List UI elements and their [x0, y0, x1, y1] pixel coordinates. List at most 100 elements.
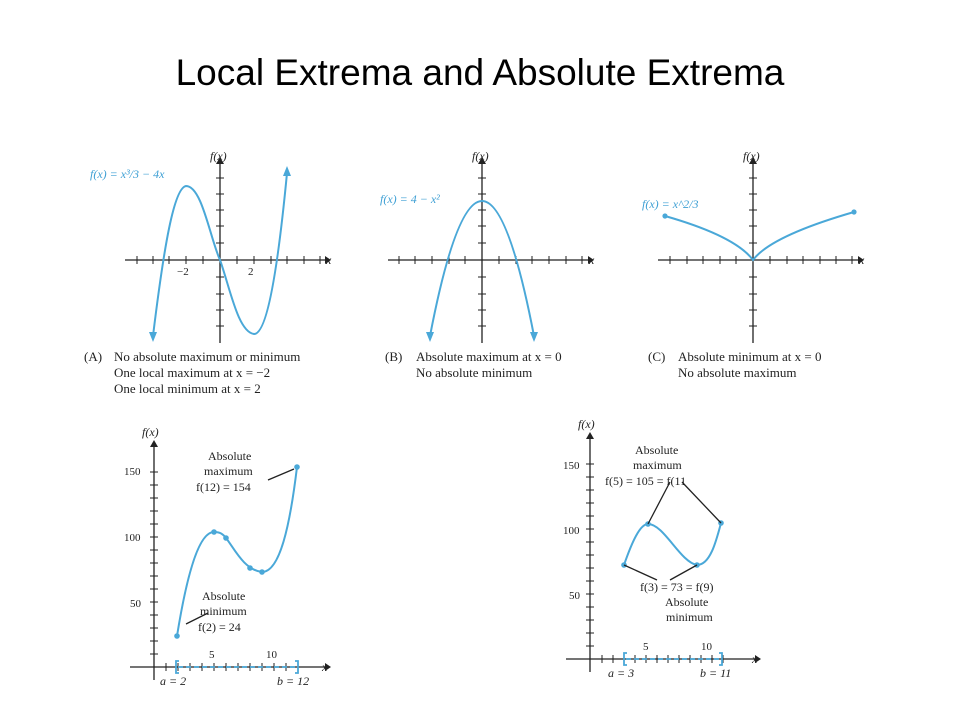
arrow-up-right	[283, 166, 291, 176]
caption-letter: (B)	[385, 349, 402, 364]
x-axis-label: x	[751, 652, 758, 666]
y-axis-label: f(x)	[210, 149, 227, 163]
y-ticks	[478, 177, 486, 327]
y-axis-label: f(x)	[472, 149, 489, 163]
caption-line-1: Absolute maximum at x = 0	[416, 349, 562, 364]
y-ticks	[216, 177, 224, 327]
function-label: f(x) = x³/3 − 4x	[90, 167, 165, 181]
x-axis-label: x	[321, 660, 328, 674]
caption-line-2: One local maximum at x = −2	[114, 365, 270, 380]
interval-bracket-left	[623, 652, 627, 666]
x-axis-arrow	[588, 256, 594, 264]
interval-bracket-right	[295, 660, 299, 674]
min-leader-right	[669, 564, 698, 581]
y-axis-arrow	[150, 440, 158, 447]
y-axis-label: f(x)	[578, 417, 595, 431]
max-label-2: maximum	[633, 458, 682, 472]
caption-letter: (A)	[84, 349, 102, 364]
caption-line-2: No absolute minimum	[416, 365, 532, 380]
x-axis-label: x	[588, 253, 595, 267]
endpoint-b: b = 12	[277, 674, 309, 688]
max-label-3: f(12) = 154	[196, 480, 251, 494]
x-axis-arrow	[325, 256, 331, 264]
y-ticks	[150, 471, 158, 655]
parabola-curve	[429, 200, 535, 337]
point-dot	[223, 535, 229, 541]
y-axis-arrow	[478, 157, 486, 164]
max-label-2: maximum	[204, 464, 253, 478]
y-tick-100: 100	[124, 532, 141, 544]
max-dot	[294, 464, 300, 470]
x-ticks	[669, 256, 853, 264]
arrow-down-right	[530, 332, 538, 342]
function-label: f(x) = x^2/3	[642, 197, 698, 211]
caption-letter: (C)	[648, 349, 665, 364]
interval-bracket-right	[719, 652, 723, 666]
x-axis-label: x	[325, 253, 332, 267]
max-label-1: Absolute	[635, 443, 678, 457]
slide-title: Local Extrema and Absolute Extrema	[175, 52, 785, 93]
y-ticks	[749, 177, 757, 327]
local-min-dot-1	[247, 565, 253, 571]
endpoint-a: a = 2	[160, 674, 186, 688]
max-label-1: Absolute	[208, 449, 251, 463]
min-label-2: Absolute	[665, 595, 708, 609]
x-axis-arrow	[325, 663, 331, 671]
min-label-2: minimum	[200, 604, 247, 618]
graph-d-interval: 150 100 50 5 10 f(x) x a = 2 b = 12 Abso…	[124, 425, 331, 688]
y-axis-label: f(x)	[743, 149, 760, 163]
arrow-down-left	[426, 332, 434, 342]
function-label: f(x) = 4 − x²	[380, 192, 440, 206]
right-endpoint-dot	[851, 209, 857, 215]
max-leader	[267, 468, 295, 481]
endpoint-a-dot	[621, 562, 627, 568]
max-leader-right	[681, 481, 722, 524]
graph-b-parabola: f(x) x f(x) = 4 − x² (B) Absolute maximu…	[380, 149, 595, 380]
local-min-dot-2	[259, 569, 265, 575]
max-leader-left	[647, 481, 671, 525]
local-max-dot	[211, 529, 217, 535]
min-leader	[185, 612, 209, 625]
tick-label-2: 2	[248, 266, 254, 278]
y-tick-50: 50	[569, 590, 581, 602]
min-label-1: f(3) = 73 = f(9)	[640, 580, 714, 594]
min-label-3: f(2) = 24	[198, 620, 241, 634]
left-endpoint-dot	[662, 213, 668, 219]
y-ticks	[586, 463, 594, 647]
x-ticks	[136, 256, 321, 264]
caption-line-3: One local minimum at x = 2	[114, 381, 261, 396]
x-axis-arrow	[858, 256, 864, 264]
min-dot	[174, 633, 180, 639]
arrow-down-left	[149, 332, 157, 342]
x-tick-10: 10	[266, 649, 278, 661]
x-tick-5: 5	[209, 649, 215, 661]
caption-line-1: Absolute minimum at x = 0	[678, 349, 821, 364]
max-label-3: f(5) = 105 = f(11	[605, 474, 686, 488]
y-tick-150: 150	[563, 460, 580, 472]
min-leader-left	[623, 564, 658, 581]
x-axis-arrow	[755, 655, 761, 663]
endpoint-b: b = 11	[700, 666, 731, 680]
x-tick-10: 10	[701, 641, 713, 653]
y-axis-arrow	[749, 157, 757, 164]
cubic-curve	[152, 172, 288, 337]
y-axis-arrow	[216, 157, 224, 164]
cusp-curve	[664, 211, 855, 262]
caption-line-2: No absolute maximum	[678, 365, 796, 380]
x-tick-5: 5	[643, 641, 649, 653]
min-label-3: minimum	[666, 610, 713, 624]
caption-line-1: No absolute maximum or minimum	[114, 349, 300, 364]
graph-a-cubic: f(x) x −2 2 f(x) = x³/3 − 4x (A) No abso…	[84, 149, 332, 396]
endpoint-a: a = 3	[608, 666, 634, 680]
x-axis-label: x	[858, 253, 865, 267]
y-tick-100: 100	[563, 525, 580, 537]
min-label-1: Absolute	[202, 589, 245, 603]
y-tick-50: 50	[130, 598, 142, 610]
y-axis-label: f(x)	[142, 425, 159, 439]
y-tick-150: 150	[124, 466, 141, 478]
graph-e-interval: 150 100 50 5 10 f(x) x a = 3 b = 11 Abso…	[563, 417, 761, 680]
y-axis-arrow	[586, 432, 594, 439]
interval-bracket-left	[175, 660, 179, 674]
interval-curve	[623, 522, 722, 567]
graph-c-cusp: f(x) x f(x) = x^2/3 (C) Absolute minimum…	[642, 149, 865, 380]
